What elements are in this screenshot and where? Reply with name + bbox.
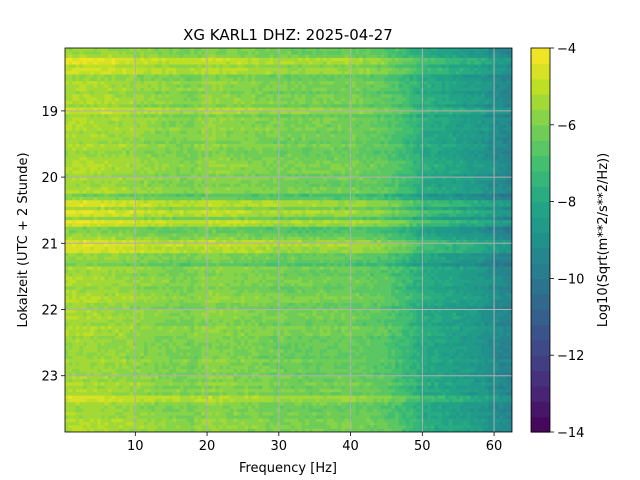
colorbar-level: [531, 247, 550, 264]
colorbar-level: [531, 401, 550, 418]
colorbar-level: [531, 201, 550, 218]
spectrogram-plot-area: [64, 47, 513, 433]
colorbar-level: [531, 155, 550, 172]
colorbar-level: [531, 63, 550, 80]
colorbar-level: [531, 94, 550, 111]
x-tick-label: 50: [414, 439, 431, 454]
colorbar-level: [531, 78, 550, 95]
colorbar-level: [531, 416, 550, 433]
grid-lines: [65, 48, 512, 432]
colorbar-ticks: −4 −6 −8 −10 −12 −14: [550, 42, 584, 441]
spectrogram-heatmap: [65, 48, 512, 432]
colorbar-level: [531, 232, 550, 249]
colorbar-level: [531, 339, 550, 356]
x-tick-label: 60: [486, 439, 503, 454]
colorbar-level: [531, 48, 550, 64]
y-axis-label: Lokalzeit (UTC + 2 Stunde): [16, 152, 31, 327]
colorbar-level: [531, 355, 550, 372]
colorbar-level: [531, 140, 550, 157]
plot-frame: [64, 47, 513, 433]
colorbar-tick-label: −10: [557, 272, 584, 287]
colorbar-level: [531, 278, 550, 295]
colorbar-level: [531, 170, 550, 187]
colorbar-level: [531, 186, 550, 203]
colorbar-tick-label: −4: [557, 42, 576, 57]
y-tick-label: 20: [41, 171, 58, 186]
x-tick-label: 40: [342, 439, 359, 454]
colorbar-gradient: [531, 48, 550, 433]
x-tick-label: 20: [199, 439, 216, 454]
colorbar-level: [531, 324, 550, 341]
colorbar-tick-label: −14: [557, 426, 584, 441]
y-tick-label: 22: [41, 304, 58, 319]
colorbar-level: [531, 109, 550, 126]
x-tick-label: 10: [127, 439, 144, 454]
colorbar-level: [531, 216, 550, 233]
x-axis-label: Frequency [Hz]: [239, 461, 337, 476]
x-axis: 10 20 30 40 50 60: [127, 432, 502, 454]
colorbar-frame: [530, 47, 551, 433]
y-tick-label: 23: [41, 370, 58, 385]
colorbar-level: [531, 293, 550, 310]
y-tick-label: 21: [41, 237, 58, 252]
colorbar-tick-label: −12: [557, 349, 584, 364]
colorbar-tick-label: −6: [557, 119, 576, 134]
colorbar-level: [531, 124, 550, 141]
colorbar: −4 −6 −8 −10 −12 −14 Log10(Sqrt(m**2/s**2/Hz)…: [530, 42, 611, 441]
x-tick-label: 30: [271, 439, 288, 454]
colorbar-level: [531, 385, 550, 402]
colorbar-label: Log10(Sqrt(m**2/s**2/Hz)): [596, 153, 611, 327]
colorbar-level: [531, 370, 550, 387]
colorbar-level: [531, 309, 550, 326]
colorbar-tick-label: −8: [557, 196, 576, 211]
y-axis: 19 20 21 22 23: [41, 105, 65, 385]
y-tick-label: 19: [41, 105, 58, 120]
colorbar-level: [531, 263, 550, 279]
chart-title: XG KARL1 DHZ: 2025-04-27: [183, 26, 393, 44]
